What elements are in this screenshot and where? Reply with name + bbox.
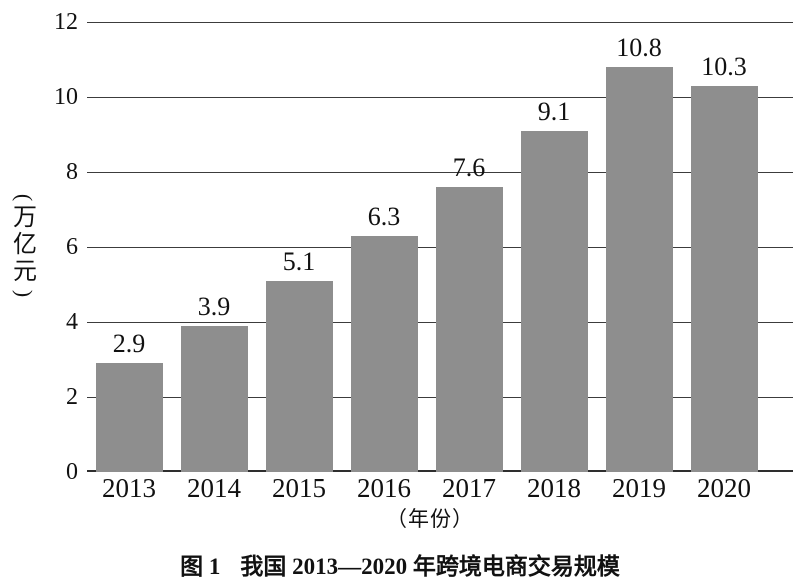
bar-2013 <box>95 363 163 472</box>
gridline-12 <box>87 22 793 23</box>
plot-area: 2.9 3.9 5.1 6.3 7.6 9.1 10.8 10.3 <box>87 22 793 472</box>
y-axis-title-close-paren: ) <box>12 289 38 297</box>
bar-value-label-2017: 7.6 <box>452 153 486 182</box>
y-tick-label-8: 8 <box>66 159 78 185</box>
bar-value-label-2019: 10.8 <box>616 33 662 62</box>
bar-2018 <box>520 130 588 472</box>
bar-value-label-2014: 3.9 <box>197 291 231 321</box>
x-tick-label-2017: 2017 <box>442 473 496 503</box>
figure-caption-number: 图 1 <box>180 554 221 579</box>
y-tick-label-10: 10 <box>54 84 78 110</box>
x-tick-label-2014: 2014 <box>187 473 241 503</box>
figure-caption: 图 1 我国 2013—2020 年跨境电商交易规模 <box>0 547 800 581</box>
x-tick-label-2013: 2013 <box>102 473 156 503</box>
bar-2017 <box>435 187 503 472</box>
y-axis-title-char-2: 元 <box>13 258 37 285</box>
bar-2016 <box>350 235 418 472</box>
y-axis-title-open-paren: ( <box>12 193 38 202</box>
figure-caption-text: 我国 2013—2020 年跨境电商交易规模 <box>240 554 620 579</box>
bar-value-label-2015: 5.1 <box>282 246 316 276</box>
y-axis-title-char-0: 万 <box>13 205 37 231</box>
x-axis-title: （年份） <box>386 507 474 531</box>
y-tick-label-2: 2 <box>66 384 78 410</box>
y-tick-label-12: 12 <box>54 9 78 35</box>
gridline-10 <box>87 97 793 98</box>
x-tick-label-2020: 2020 <box>697 473 751 503</box>
x-tick-label-2015: 2015 <box>272 473 326 503</box>
bar-value-label-2016: 6.3 <box>367 201 401 231</box>
bar-value-label-2013: 2.9 <box>112 329 146 359</box>
x-tick-label-2019: 2019 <box>612 473 666 503</box>
y-tick-label-0: 0 <box>66 459 78 485</box>
bar-value-label-2018: 9.1 <box>537 96 571 126</box>
y-axis-title-char-1: 亿 <box>13 231 37 258</box>
x-tick-label-2018: 2018 <box>527 473 581 503</box>
bar-2014 <box>180 325 248 472</box>
bar-2020 <box>690 85 758 472</box>
y-tick-label-4: 4 <box>66 309 78 335</box>
y-tick-label-6: 6 <box>66 234 78 260</box>
bar-2019 <box>605 67 673 472</box>
gridline-8 <box>87 172 793 173</box>
y-axis-title: ( 万亿元) <box>8 190 42 301</box>
bar-value-label-2020: 10.3 <box>701 51 747 81</box>
bar-2015 <box>265 280 333 472</box>
x-tick-label-2016: 2016 <box>357 473 411 503</box>
